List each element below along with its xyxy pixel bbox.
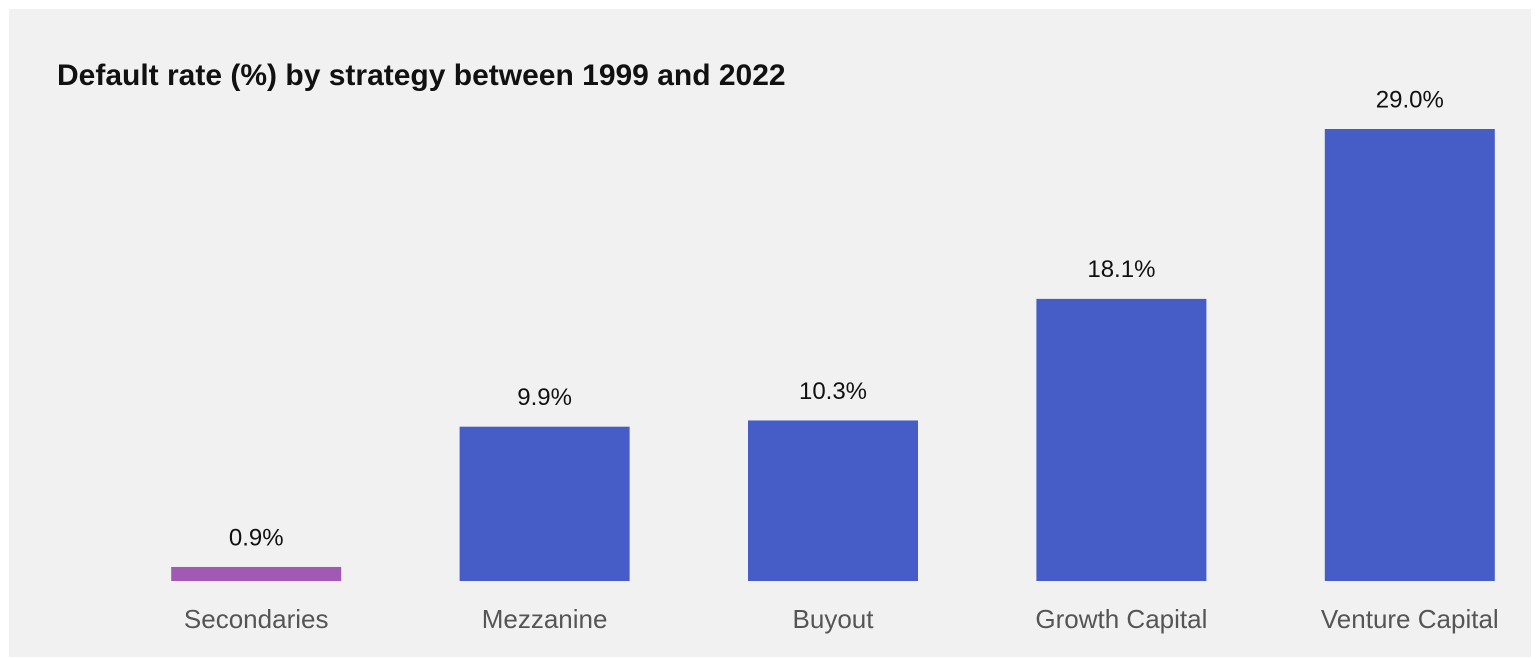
bar	[1324, 129, 1495, 581]
x-tick-label: Secondaries	[184, 604, 329, 634]
value-label: 9.9%	[517, 384, 572, 411]
bar	[748, 420, 918, 581]
x-tick-label: Mezzanine	[482, 604, 608, 634]
x-tick-label: Buyout	[793, 604, 875, 634]
x-tick-label: Venture Capital	[1321, 604, 1499, 634]
value-label: 29.0%	[1376, 86, 1444, 113]
bar	[459, 426, 630, 581]
bar	[1036, 298, 1207, 581]
value-label: 18.1%	[1087, 256, 1155, 283]
value-label: 10.3%	[799, 378, 867, 405]
bar	[171, 566, 342, 581]
value-label: 0.9%	[229, 524, 284, 551]
chart-title: Default rate (%) by strategy between 199…	[57, 59, 786, 92]
x-tick-label: Growth Capital	[1035, 604, 1207, 634]
